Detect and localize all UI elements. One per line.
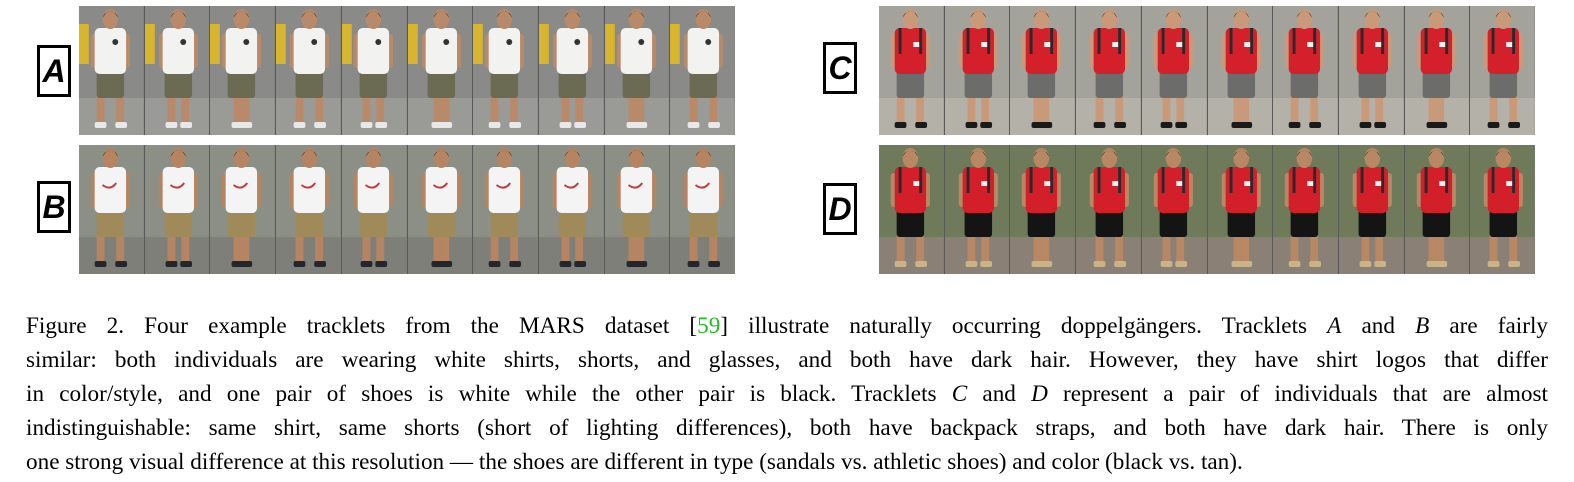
caption-text: indistinguishable: same shirt, same shor… <box>26 415 1548 441</box>
panel-label-c: C <box>823 42 857 94</box>
tracklet-variable: A <box>1327 313 1342 339</box>
tracklet-frame <box>1076 6 1142 135</box>
tracklet-b <box>79 145 735 274</box>
caption-text: and <box>1341 313 1416 339</box>
tracklet-frame <box>944 6 1011 135</box>
tracklet-frame <box>473 145 539 274</box>
tracklet-frame <box>144 145 211 274</box>
tracklet-frame <box>1404 145 1471 274</box>
tracklet-frame <box>144 6 211 135</box>
tracklet-frame <box>1076 145 1142 274</box>
tracklet-frame <box>1470 6 1535 135</box>
tracklet-variable: C <box>951 381 968 407</box>
tracklet-frame <box>407 6 474 135</box>
tracklet-variable: B <box>1415 313 1430 339</box>
figure-caption: Figure 2. Four example tracklets from th… <box>26 309 1548 479</box>
tracklet-c <box>879 6 1535 135</box>
tracklet-frame <box>1273 145 1339 274</box>
tracklet-frame <box>1141 145 1208 274</box>
tracklet-frame <box>879 6 945 135</box>
tracklet-frame <box>79 6 145 135</box>
tracklet-frame <box>1141 6 1208 135</box>
tracklet-variable: D <box>1031 381 1048 407</box>
tracklet-frame <box>276 6 342 135</box>
caption-line: in color/style, and one pair of shoes is… <box>26 377 1548 411</box>
caption-text: and <box>967 381 1032 407</box>
tracklet-frame <box>1338 6 1405 135</box>
tracklet-frame <box>473 6 539 135</box>
tracklet-frame <box>1470 145 1535 274</box>
tracklet-frame <box>407 145 474 274</box>
tracklet-frame <box>276 145 342 274</box>
caption-text: one strong visual difference at this res… <box>26 449 1243 475</box>
caption-text: in color/style, and one pair of shoes is… <box>26 381 952 407</box>
tracklet-a <box>79 6 735 135</box>
tracklet-frame <box>341 6 408 135</box>
tracklet-frame <box>1207 6 1274 135</box>
panel-label-b: B <box>37 181 71 233</box>
tracklet-frame <box>538 145 605 274</box>
caption-line: similar: both individuals are wearing wh… <box>26 343 1548 377</box>
tracklet-frame <box>341 145 408 274</box>
tracklet-frame <box>1273 6 1339 135</box>
caption-line: Figure 2. Four example tracklets from th… <box>26 309 1548 343</box>
tracklet-frame <box>944 145 1011 274</box>
tracklet-frame <box>1207 145 1274 274</box>
caption-line: one strong visual difference at this res… <box>26 445 1548 479</box>
tracklet-frame <box>1404 6 1471 135</box>
tracklet-frame <box>604 145 671 274</box>
tracklet-frame <box>604 6 671 135</box>
caption-text: Figure 2. Four example tracklets from th… <box>26 313 698 339</box>
panel-label-a: A <box>37 45 71 97</box>
tracklet-frame <box>210 145 277 274</box>
tracklet-frame <box>79 145 145 274</box>
tracklet-frame <box>1338 145 1405 274</box>
tracklet-frame <box>538 6 605 135</box>
tracklet-frame <box>879 145 945 274</box>
tracklet-frame <box>1010 6 1077 135</box>
caption-text: ] illustrate naturally occurring doppelg… <box>720 313 1328 339</box>
caption-text: similar: both individuals are wearing wh… <box>26 347 1548 373</box>
tracklet-frame <box>670 145 735 274</box>
tracklet-frame <box>670 6 735 135</box>
caption-text: are fairly <box>1429 313 1548 339</box>
caption-text: represent a pair of individuals that are… <box>1047 381 1548 407</box>
caption-line: indistinguishable: same shirt, same shor… <box>26 411 1548 445</box>
citation-link[interactable]: 59 <box>697 313 721 339</box>
tracklet-frame <box>1010 145 1077 274</box>
tracklet-frame <box>210 6 277 135</box>
tracklet-d <box>879 145 1535 274</box>
panel-label-d: D <box>823 183 857 235</box>
